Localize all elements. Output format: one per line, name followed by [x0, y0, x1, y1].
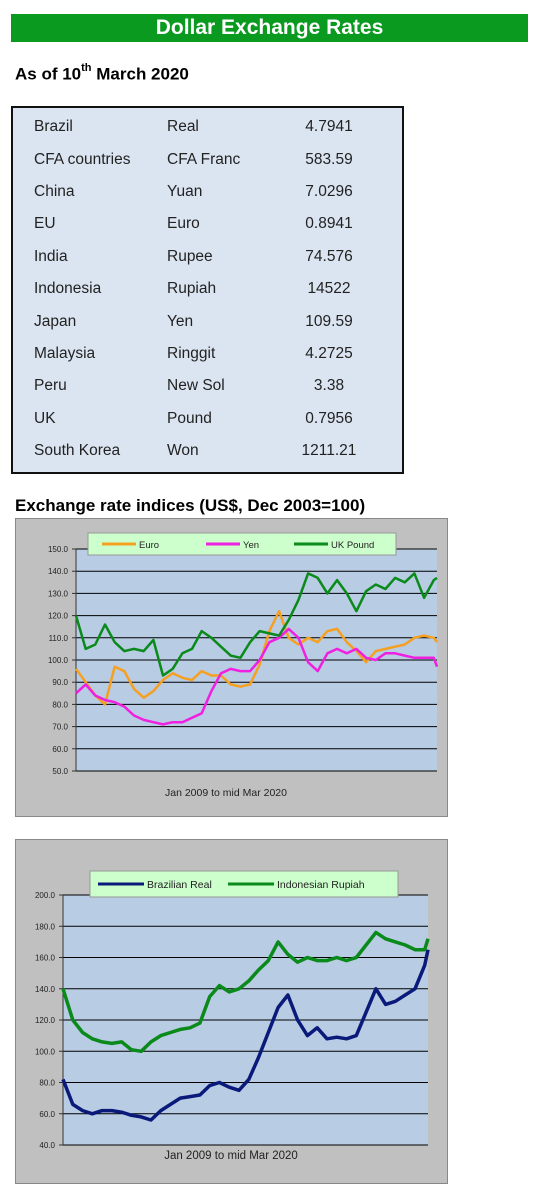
legend-box: [87, 532, 397, 556]
country-cell: Brazil: [34, 118, 73, 136]
chart-euro-yen-pound: 50.0 60.0 70.0 80.0 90.0 100.0 110.0 120.0 130.0…: [15, 518, 448, 817]
legend-label: Yen: [243, 540, 259, 551]
series-line-indonesian-rupiah: [61, 930, 430, 1054]
country-cell: India: [34, 247, 68, 265]
rate-row: UK Pound 0.7956: [13, 403, 402, 435]
rate-cell: 0.7956: [305, 409, 353, 427]
exchange-rates-table: Brazil Real 4.7941 CFA countries CFA Franc 58…: [11, 106, 404, 474]
y-tick-label: 80.0: [52, 700, 68, 709]
x-axis-label: Jan 2009 to mid Mar 2020: [165, 787, 287, 799]
y-tick-label: 120.0: [35, 1016, 56, 1025]
currency-cell: CFA Franc: [167, 150, 241, 168]
rate-row: CFA countries CFA Franc 583.59: [13, 143, 402, 175]
currency-cell: Yuan: [167, 182, 203, 200]
country-cell: South Korea: [34, 442, 121, 460]
currency-cell: New Sol: [167, 377, 225, 395]
rate-cell: 1211.21: [301, 442, 357, 460]
as-of-date: As of 10th March 2020: [15, 62, 189, 85]
rate-row: Japan Yen 109.59: [13, 305, 402, 337]
currency-cell: Euro: [167, 215, 200, 233]
legend-label: UK Pound: [331, 540, 374, 551]
series-line-yen: [75, 627, 439, 726]
rate-row: South Korea Won 1211.21: [13, 435, 402, 467]
y-tick-label: 130.0: [48, 589, 69, 598]
rate-row: China Yuan 7.0296: [13, 176, 402, 208]
rate-cell: 74.576: [305, 247, 353, 265]
y-tick-label: 120.0: [48, 612, 69, 621]
y-tick-label: 100.0: [35, 1047, 56, 1056]
legend-label: Euro: [139, 540, 159, 551]
rate-cell: 3.38: [313, 377, 345, 395]
currency-cell: Real: [167, 118, 199, 136]
country-cell: UK: [34, 409, 56, 427]
series-line-brazilian-real: [61, 949, 430, 1122]
chart-euro-yen-pound-svg: 50.0 60.0 70.0 80.0 90.0 100.0 110.0 120.0 130.0…: [48, 532, 439, 799]
y-tick-label: 160.0: [35, 954, 56, 963]
legend-label: Brazilian Real: [147, 879, 212, 891]
page-banner-title: Dollar Exchange Rates: [11, 14, 528, 42]
as-of-prefix: As of 10: [15, 64, 82, 84]
legend-label: Indonesian Rupiah: [277, 879, 365, 891]
currency-cell: Rupee: [167, 247, 213, 265]
as-of-ordinal: th: [81, 62, 92, 74]
rate-row: Malaysia Ringgit 4.2725: [13, 338, 402, 370]
rate-row: Indonesia Rupiah 14522: [13, 273, 402, 305]
currency-cell: Ringgit: [167, 344, 216, 362]
rate-cell: 14522: [307, 280, 351, 298]
currency-cell: Pound: [167, 409, 212, 427]
country-cell: Indonesia: [34, 280, 102, 298]
y-tick-label: 40.0: [39, 1141, 55, 1150]
currency-cell: Rupiah: [167, 280, 217, 298]
currency-cell: Won: [167, 442, 199, 460]
rate-cell: 109.59: [305, 312, 353, 330]
rate-cell: 0.8941: [305, 215, 353, 233]
y-tick-label: 50.0: [52, 767, 68, 776]
rate-cell: 7.0296: [305, 182, 353, 200]
y-tick-label: 70.0: [52, 723, 68, 732]
series-line-uk-pound: [74, 572, 438, 677]
y-tick-label: 150.0: [48, 545, 69, 554]
rate-row: EU Euro 0.8941: [13, 208, 402, 240]
y-tick-label: 110.0: [49, 634, 69, 643]
y-tick-label: 60.0: [39, 1110, 55, 1119]
rate-cell: 583.59: [305, 150, 353, 168]
y-tick-label: 80.0: [39, 1079, 55, 1088]
y-tick-label: 140.0: [48, 567, 69, 576]
y-tick-label: 180.0: [35, 922, 56, 931]
rate-cell: 4.2725: [305, 344, 353, 362]
country-cell: CFA countries: [34, 150, 131, 168]
country-cell: Malaysia: [34, 344, 96, 362]
y-tick-label: 60.0: [52, 745, 68, 754]
currency-cell: Yen: [167, 312, 194, 330]
rate-row: India Rupee 74.576: [13, 241, 402, 273]
country-cell: EU: [34, 215, 56, 233]
y-tick-label: 90.0: [52, 678, 68, 687]
rate-row: Peru New Sol 3.38: [13, 370, 402, 402]
chart-real-rupiah-svg: 40.0 60.0 80.0 100.0 120.0 140.0 160.0 180.0 200…: [35, 870, 430, 1162]
y-tick-label: 100.0: [48, 656, 69, 665]
country-cell: Peru: [34, 377, 67, 395]
as-of-suffix: March 2020: [91, 64, 189, 84]
rate-row: Brazil Real 4.7941: [13, 111, 402, 143]
chart-real-rupiah: 40.0 60.0 80.0 100.0 120.0 140.0 160.0 180.0 200…: [15, 839, 448, 1184]
series-line-euro: [74, 609, 439, 706]
rate-cell: 4.7941: [305, 118, 353, 136]
country-cell: Japan: [34, 312, 77, 330]
y-tick-label: 200.0: [35, 891, 56, 900]
x-axis-label: Jan 2009 to mid Mar 2020: [164, 1150, 298, 1162]
y-tick-label: 140.0: [35, 985, 56, 994]
country-cell: China: [34, 182, 75, 200]
indices-section-title: Exchange rate indices (US$, Dec 2003=100…: [15, 496, 366, 515]
